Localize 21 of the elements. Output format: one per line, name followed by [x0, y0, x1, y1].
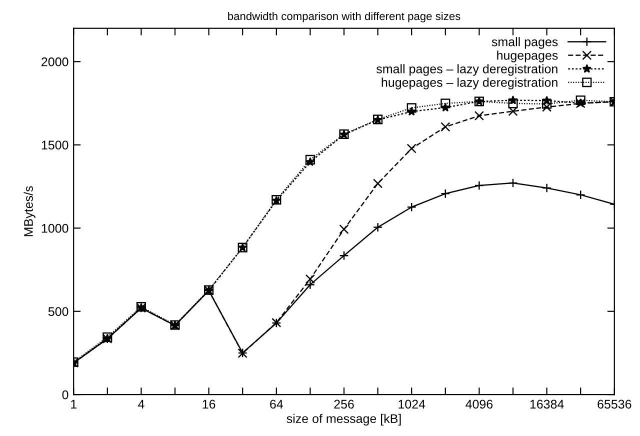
x-tick-label: 4096 [466, 400, 493, 409]
x-tick-label: 1024 [398, 400, 426, 409]
y-tick-label: 1000 [42, 224, 68, 233]
x-tick-label: 65536 [598, 400, 632, 409]
legend-label: hugepages [497, 50, 558, 62]
y-tick-label: 2000 [42, 57, 68, 66]
y-tick-label: 1500 [42, 140, 68, 150]
chart-title: bandwidth comparison with different page sizes [228, 12, 460, 22]
x-tick-label: 16 [202, 400, 216, 409]
legend-label: small pages – lazy deregistration [376, 64, 558, 76]
x-tick-label: 256 [334, 400, 354, 409]
y-tick-label: 500 [48, 307, 68, 316]
x-tick-label: 4 [138, 400, 144, 408]
x-tick-label: 1 [71, 400, 76, 408]
x-tick-label: 64 [270, 400, 283, 409]
y-axis-title: MBytes/s [24, 186, 36, 236]
x-axis-title: size of message [kB] [286, 414, 401, 426]
y-tick-label: 0 [62, 390, 68, 400]
legend-label: hugepages – lazy deregistration [382, 78, 558, 90]
legend-label: small pages [492, 37, 558, 49]
x-tick-label: 16384 [530, 400, 564, 409]
